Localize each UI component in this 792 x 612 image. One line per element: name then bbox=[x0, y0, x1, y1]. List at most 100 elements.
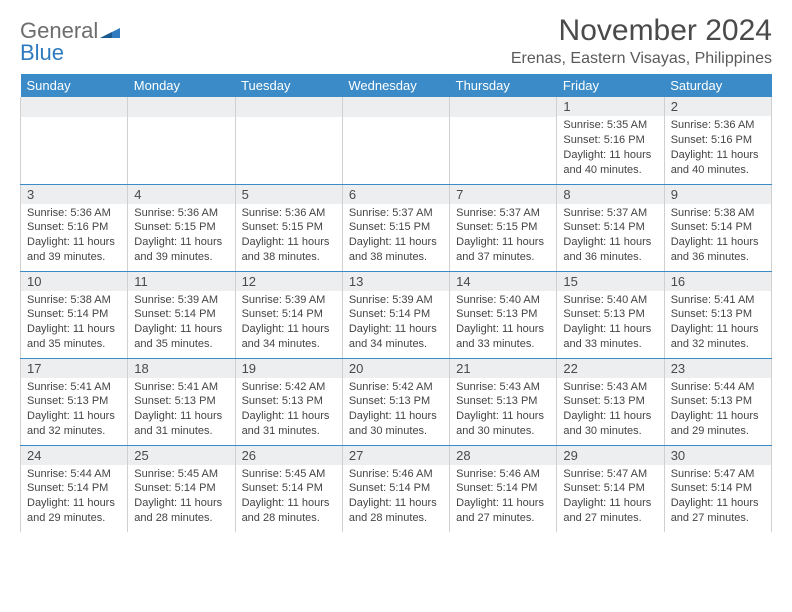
cell-body: Sunrise: 5:43 AMSunset: 5:13 PMDaylight:… bbox=[450, 378, 556, 443]
calendar-cell: 20Sunrise: 5:42 AMSunset: 5:13 PMDayligh… bbox=[342, 358, 449, 445]
daylight-text: Daylight: 11 hours and 35 minutes. bbox=[27, 322, 121, 352]
sunrise-text: Sunrise: 5:37 AM bbox=[349, 206, 443, 221]
calendar-cell: 25Sunrise: 5:45 AMSunset: 5:14 PMDayligh… bbox=[128, 445, 235, 532]
cell-body: Sunrise: 5:38 AMSunset: 5:14 PMDaylight:… bbox=[665, 204, 771, 269]
cell-body: Sunrise: 5:39 AMSunset: 5:14 PMDaylight:… bbox=[128, 291, 234, 356]
day-number bbox=[236, 97, 342, 117]
calendar-cell: 4Sunrise: 5:36 AMSunset: 5:15 PMDaylight… bbox=[128, 184, 235, 271]
day-header: Tuesday bbox=[235, 74, 342, 97]
cell-body bbox=[236, 117, 342, 123]
sunrise-text: Sunrise: 5:44 AM bbox=[671, 380, 765, 395]
cell-body: Sunrise: 5:36 AMSunset: 5:16 PMDaylight:… bbox=[21, 204, 127, 269]
daylight-text: Daylight: 11 hours and 28 minutes. bbox=[134, 496, 228, 526]
calendar-cell: 17Sunrise: 5:41 AMSunset: 5:13 PMDayligh… bbox=[21, 358, 128, 445]
sunrise-text: Sunrise: 5:47 AM bbox=[671, 467, 765, 482]
daylight-text: Daylight: 11 hours and 38 minutes. bbox=[242, 235, 336, 265]
calendar-cell: 13Sunrise: 5:39 AMSunset: 5:14 PMDayligh… bbox=[342, 271, 449, 358]
day-number: 8 bbox=[557, 185, 663, 204]
cell-body: Sunrise: 5:41 AMSunset: 5:13 PMDaylight:… bbox=[21, 378, 127, 443]
cell-body: Sunrise: 5:36 AMSunset: 5:15 PMDaylight:… bbox=[128, 204, 234, 269]
day-number: 7 bbox=[450, 185, 556, 204]
day-number: 5 bbox=[236, 185, 342, 204]
day-number: 25 bbox=[128, 446, 234, 465]
cell-body: Sunrise: 5:37 AMSunset: 5:14 PMDaylight:… bbox=[557, 204, 663, 269]
day-number: 9 bbox=[665, 185, 771, 204]
cell-body: Sunrise: 5:42 AMSunset: 5:13 PMDaylight:… bbox=[236, 378, 342, 443]
day-number: 13 bbox=[343, 272, 449, 291]
day-number: 26 bbox=[236, 446, 342, 465]
day-number bbox=[128, 97, 234, 117]
logo-mark-icon bbox=[100, 20, 120, 42]
day-number: 3 bbox=[21, 185, 127, 204]
sunrise-text: Sunrise: 5:45 AM bbox=[134, 467, 228, 482]
sunset-text: Sunset: 5:15 PM bbox=[456, 220, 550, 235]
day-number: 15 bbox=[557, 272, 663, 291]
sunrise-text: Sunrise: 5:41 AM bbox=[671, 293, 765, 308]
logo: General Blue bbox=[20, 20, 120, 64]
calendar-cell: 30Sunrise: 5:47 AMSunset: 5:14 PMDayligh… bbox=[664, 445, 771, 532]
sunset-text: Sunset: 5:16 PM bbox=[671, 133, 765, 148]
daylight-text: Daylight: 11 hours and 29 minutes. bbox=[671, 409, 765, 439]
daylight-text: Daylight: 11 hours and 40 minutes. bbox=[671, 148, 765, 178]
day-number: 14 bbox=[450, 272, 556, 291]
calendar-cell: 18Sunrise: 5:41 AMSunset: 5:13 PMDayligh… bbox=[128, 358, 235, 445]
day-number: 22 bbox=[557, 359, 663, 378]
day-number bbox=[343, 97, 449, 117]
daylight-text: Daylight: 11 hours and 30 minutes. bbox=[563, 409, 657, 439]
sunrise-text: Sunrise: 5:40 AM bbox=[563, 293, 657, 308]
daylight-text: Daylight: 11 hours and 34 minutes. bbox=[242, 322, 336, 352]
cell-body: Sunrise: 5:40 AMSunset: 5:13 PMDaylight:… bbox=[557, 291, 663, 356]
daylight-text: Daylight: 11 hours and 36 minutes. bbox=[563, 235, 657, 265]
sunrise-text: Sunrise: 5:37 AM bbox=[456, 206, 550, 221]
sunrise-text: Sunrise: 5:45 AM bbox=[242, 467, 336, 482]
daylight-text: Daylight: 11 hours and 39 minutes. bbox=[134, 235, 228, 265]
sunrise-text: Sunrise: 5:36 AM bbox=[134, 206, 228, 221]
cell-body: Sunrise: 5:42 AMSunset: 5:13 PMDaylight:… bbox=[343, 378, 449, 443]
sunrise-text: Sunrise: 5:46 AM bbox=[456, 467, 550, 482]
calendar-cell: 26Sunrise: 5:45 AMSunset: 5:14 PMDayligh… bbox=[235, 445, 342, 532]
sunset-text: Sunset: 5:14 PM bbox=[349, 307, 443, 322]
calendar-cell: 7Sunrise: 5:37 AMSunset: 5:15 PMDaylight… bbox=[450, 184, 557, 271]
calendar-page: General Blue November 2024 Erenas, Easte… bbox=[0, 0, 792, 612]
cell-body: Sunrise: 5:39 AMSunset: 5:14 PMDaylight:… bbox=[236, 291, 342, 356]
sunrise-text: Sunrise: 5:41 AM bbox=[27, 380, 121, 395]
cell-body: Sunrise: 5:46 AMSunset: 5:14 PMDaylight:… bbox=[450, 465, 556, 530]
sunset-text: Sunset: 5:13 PM bbox=[27, 394, 121, 409]
sunrise-text: Sunrise: 5:38 AM bbox=[671, 206, 765, 221]
calendar-row: 24Sunrise: 5:44 AMSunset: 5:14 PMDayligh… bbox=[21, 445, 772, 532]
calendar-cell bbox=[128, 97, 235, 184]
cell-body: Sunrise: 5:41 AMSunset: 5:13 PMDaylight:… bbox=[128, 378, 234, 443]
sunrise-text: Sunrise: 5:40 AM bbox=[456, 293, 550, 308]
day-number: 20 bbox=[343, 359, 449, 378]
calendar-cell: 11Sunrise: 5:39 AMSunset: 5:14 PMDayligh… bbox=[128, 271, 235, 358]
calendar-cell: 21Sunrise: 5:43 AMSunset: 5:13 PMDayligh… bbox=[450, 358, 557, 445]
calendar-cell bbox=[450, 97, 557, 184]
page-title: November 2024 bbox=[511, 14, 772, 48]
calendar-cell: 23Sunrise: 5:44 AMSunset: 5:13 PMDayligh… bbox=[664, 358, 771, 445]
sunset-text: Sunset: 5:15 PM bbox=[242, 220, 336, 235]
calendar-table: Sunday Monday Tuesday Wednesday Thursday… bbox=[20, 74, 772, 532]
sunrise-text: Sunrise: 5:37 AM bbox=[563, 206, 657, 221]
calendar-cell: 9Sunrise: 5:38 AMSunset: 5:14 PMDaylight… bbox=[664, 184, 771, 271]
cell-body bbox=[128, 117, 234, 123]
sunrise-text: Sunrise: 5:39 AM bbox=[349, 293, 443, 308]
sunrise-text: Sunrise: 5:43 AM bbox=[563, 380, 657, 395]
sunset-text: Sunset: 5:14 PM bbox=[671, 220, 765, 235]
day-number: 4 bbox=[128, 185, 234, 204]
page-subtitle: Erenas, Eastern Visayas, Philippines bbox=[511, 50, 772, 68]
day-number: 18 bbox=[128, 359, 234, 378]
day-number: 10 bbox=[21, 272, 127, 291]
sunset-text: Sunset: 5:14 PM bbox=[563, 481, 657, 496]
sunset-text: Sunset: 5:14 PM bbox=[27, 307, 121, 322]
calendar-cell bbox=[342, 97, 449, 184]
day-number bbox=[450, 97, 556, 117]
day-number: 30 bbox=[665, 446, 771, 465]
calendar-cell: 28Sunrise: 5:46 AMSunset: 5:14 PMDayligh… bbox=[450, 445, 557, 532]
calendar-cell: 3Sunrise: 5:36 AMSunset: 5:16 PMDaylight… bbox=[21, 184, 128, 271]
calendar-cell: 10Sunrise: 5:38 AMSunset: 5:14 PMDayligh… bbox=[21, 271, 128, 358]
sunrise-text: Sunrise: 5:44 AM bbox=[27, 467, 121, 482]
daylight-text: Daylight: 11 hours and 38 minutes. bbox=[349, 235, 443, 265]
cell-body bbox=[21, 117, 127, 123]
sunset-text: Sunset: 5:14 PM bbox=[134, 307, 228, 322]
sunset-text: Sunset: 5:13 PM bbox=[134, 394, 228, 409]
